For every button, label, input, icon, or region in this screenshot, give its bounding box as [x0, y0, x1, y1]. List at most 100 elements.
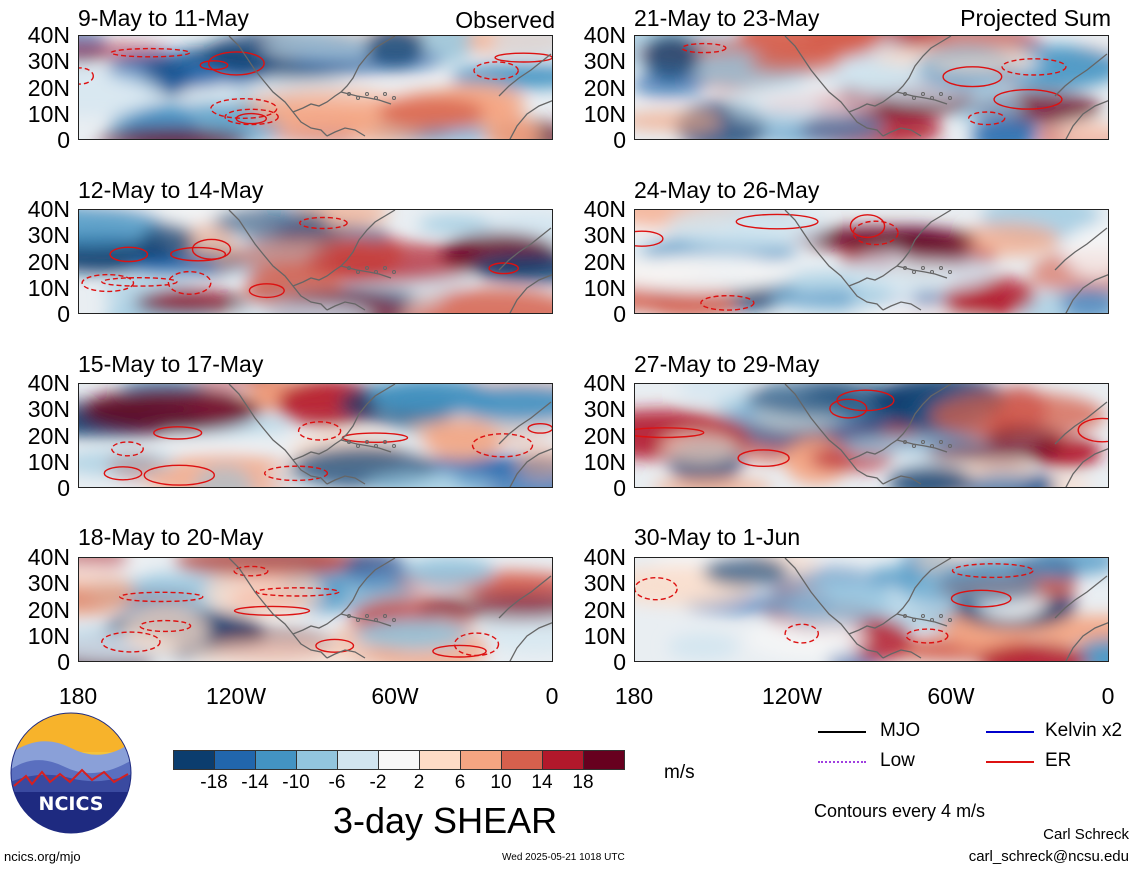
colorbar-swatch-9 — [501, 750, 543, 770]
shear-map-panel-1 — [78, 35, 553, 140]
lat-label-left-row4-30n: 30N — [27, 570, 70, 596]
er-contours — [103, 421, 552, 486]
panel-title-6: 24-May to 26-May — [634, 177, 820, 203]
lat-label-right-row2-30n: 30N — [583, 222, 626, 248]
legend-low-line — [818, 761, 866, 763]
shear-map-panel-4 — [78, 557, 553, 662]
colorbar-tick-label: -10 — [282, 772, 310, 793]
shear-map-panel-5 — [634, 35, 1109, 140]
legend-er-line — [986, 761, 1034, 763]
lat-label-right-row3-0: 0 — [613, 475, 626, 501]
er-contours — [681, 42, 1067, 126]
panel-tag-observed: Observed — [455, 7, 555, 33]
colorbar-tick-label: 2 — [413, 772, 425, 793]
legend-kelvin-label: Kelvin x2 — [1045, 720, 1123, 741]
lat-label-right-row1-20n: 20N — [583, 75, 626, 101]
figure-title: 3-day SHEAR — [333, 800, 558, 841]
colorbar-tick-label: -14 — [241, 772, 269, 793]
panel-title-8: 30-May to 1-Jun — [634, 524, 801, 550]
lat-label-left-row3-40n: 40N — [27, 370, 70, 396]
panel-title-4: 18-May to 20-May — [78, 524, 264, 550]
legend-mjo-label: MJO — [880, 720, 921, 741]
legend-mjo-line — [818, 731, 866, 733]
lat-label-right-row4-10n: 10N — [583, 623, 626, 649]
lon-label-180-left: 180 — [58, 683, 98, 709]
author-name: Carl Schreck — [1043, 826, 1129, 843]
lat-label-right-row2-10n: 10N — [583, 275, 626, 301]
colorbar-swatch-3 — [255, 750, 297, 770]
lat-label-left-row2-0: 0 — [57, 301, 70, 327]
colorbar-swatch-10 — [542, 750, 584, 770]
lon-label-0-right: 0 — [1101, 683, 1115, 709]
lat-label-left-row4-10n: 10N — [27, 623, 70, 649]
shear-map-panel-2 — [78, 209, 553, 314]
logo-text: NCICS — [39, 793, 104, 815]
coastline-outline — [784, 558, 1108, 661]
colorbar-swatch-7 — [419, 750, 461, 770]
shear-map-panel-6 — [634, 209, 1109, 314]
er-contours — [81, 216, 520, 299]
colorbar-swatch-8 — [460, 750, 502, 770]
colorbar-tick-label: 10 — [490, 772, 512, 793]
lat-label-left-row3-10n: 10N — [27, 449, 70, 475]
coastline-outline — [784, 384, 1108, 487]
colorbar-swatch-2 — [214, 750, 256, 770]
coastline-outline — [228, 384, 552, 487]
lat-label-left-row3-0: 0 — [57, 475, 70, 501]
legend-low-label: Low — [880, 750, 915, 771]
coastline-outline — [784, 36, 1108, 139]
lat-label-right-row4-30n: 30N — [583, 570, 626, 596]
legend-er-label: ER — [1045, 750, 1072, 771]
shear-field — [79, 558, 552, 661]
lat-label-right-row2-0: 0 — [613, 301, 626, 327]
colorbar-swatch-11 — [583, 750, 625, 770]
lat-label-right-row3-10n: 10N — [583, 449, 626, 475]
panel-tag-projected: Projected Sum — [960, 5, 1111, 31]
lat-label-left-row3-20n: 20N — [27, 423, 70, 449]
lat-label-right-row2-40n: 40N — [583, 196, 626, 222]
lat-label-right-row3-40n: 40N — [583, 370, 626, 396]
lon-label-60w-left: 60W — [371, 683, 419, 709]
ncics-logo: NCICS — [10, 712, 132, 834]
colorbar-swatch-4 — [296, 750, 338, 770]
lat-label-left-row3-30n: 30N — [27, 396, 70, 422]
panel-title-5: 21-May to 23-May — [634, 5, 820, 31]
lon-label-120w-right: 120W — [761, 683, 823, 709]
footer-url[interactable]: ncics.org/mjo — [4, 849, 81, 864]
lat-label-right-row3-30n: 30N — [583, 396, 626, 422]
colorbar-unit: m/s — [664, 762, 695, 783]
author-email[interactable]: carl_schreck@ncsu.edu — [968, 848, 1129, 865]
colorbar-swatch-6 — [378, 750, 420, 770]
coastline-outline — [228, 210, 552, 313]
lat-label-right-row1-0: 0 — [613, 127, 626, 153]
shear-map-panel-7 — [634, 383, 1109, 488]
er-contours — [79, 47, 552, 126]
lat-label-right-row4-0: 0 — [613, 649, 626, 675]
shear-field — [635, 36, 1108, 139]
lat-label-right-row1-10n: 10N — [583, 101, 626, 127]
lat-label-left-row2-40n: 40N — [27, 196, 70, 222]
shear-field — [635, 384, 1106, 487]
lat-label-left-row1-30n: 30N — [27, 48, 70, 74]
lat-label-left-row2-20n: 20N — [27, 249, 70, 275]
lon-label-0-left: 0 — [545, 683, 559, 709]
panel-title-1: 9-May to 11-May — [78, 5, 249, 31]
lat-label-left-row1-40n: 40N — [27, 22, 70, 48]
colorbar-tick-label: 6 — [454, 772, 466, 793]
lat-label-right-row1-30n: 30N — [583, 48, 626, 74]
contours-note: Contours every 4 m/s — [814, 801, 986, 821]
lon-label-120w-left: 120W — [205, 683, 267, 709]
shear-field — [79, 36, 552, 139]
er-contours — [635, 389, 1108, 468]
colorbar-swatch-5 — [337, 750, 379, 770]
colorbar-tick-label: -2 — [369, 772, 387, 793]
lat-label-left-row2-10n: 10N — [27, 275, 70, 301]
shear-field — [79, 384, 552, 487]
colorbar-tick-label: -6 — [328, 772, 346, 793]
lat-label-left-row4-40n: 40N — [27, 544, 70, 570]
er-contours — [101, 565, 500, 658]
panel-title-2: 12-May to 14-May — [78, 177, 264, 203]
lat-label-right-row4-20n: 20N — [583, 597, 626, 623]
panel-title-3: 15-May to 17-May — [78, 351, 264, 377]
legend-kelvin-line — [986, 731, 1034, 733]
